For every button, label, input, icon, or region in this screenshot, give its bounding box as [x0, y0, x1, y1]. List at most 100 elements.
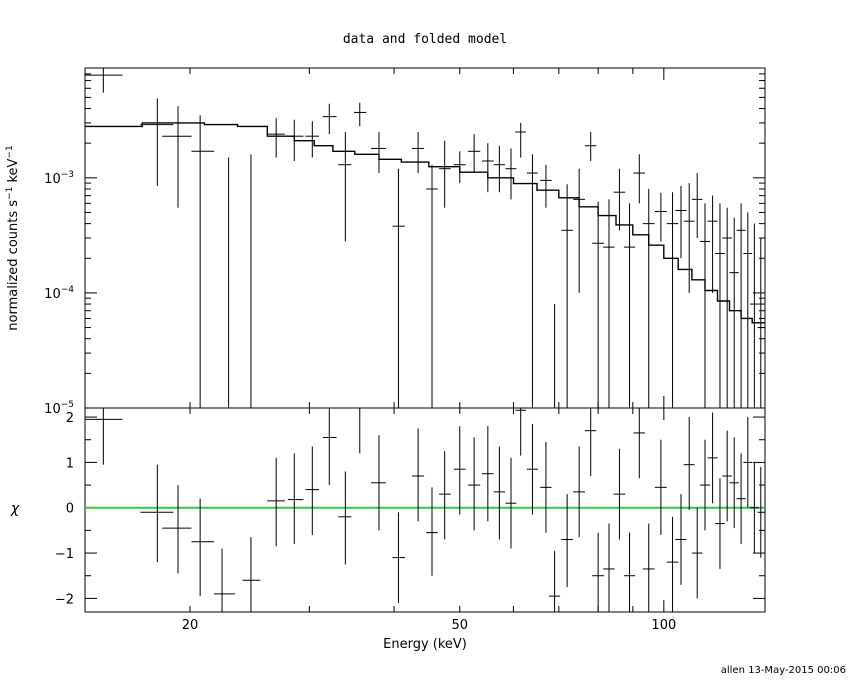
x-tick-label: 50 — [452, 618, 469, 633]
data-point — [736, 203, 746, 408]
residual-point — [371, 435, 386, 531]
residual-point — [288, 453, 304, 544]
residual-point — [392, 512, 405, 603]
residual-point — [162, 485, 192, 574]
spectrum-y-tick-labels: 10−3 10−4 10−5 — [44, 170, 74, 417]
data-point — [191, 115, 215, 408]
residual-point — [666, 516, 679, 612]
data-point — [305, 121, 320, 158]
data-point — [338, 132, 352, 242]
residual-point — [305, 446, 320, 535]
residual-point — [584, 408, 597, 476]
x-tick-labels: 20 50 100 — [182, 618, 677, 633]
data-point — [642, 188, 655, 408]
data-point — [561, 184, 573, 408]
x-axis-label: Energy (keV) — [383, 637, 467, 652]
data-point — [729, 217, 739, 408]
data-point — [707, 195, 718, 293]
y-tick-label: 10−5 — [44, 400, 74, 417]
residual-point — [411, 428, 425, 522]
data-point — [481, 143, 494, 193]
residual-point — [267, 457, 285, 547]
residual-point — [353, 407, 367, 454]
residual-point — [505, 457, 517, 549]
y-axis-label-spectrum: normalized counts s−1 keV−1 — [5, 145, 21, 330]
x-tick-label: 20 — [182, 618, 199, 633]
data-point — [699, 203, 711, 408]
y-tick-label: 10−4 — [44, 285, 74, 302]
data-point — [623, 203, 636, 408]
x-tick-label: 100 — [651, 618, 676, 633]
residual-y-tick-labels: 2 1 0 −1 −2 — [55, 411, 74, 607]
residual-point — [750, 462, 759, 554]
residual-point — [757, 466, 765, 558]
data-point — [603, 199, 615, 408]
data-point — [573, 168, 585, 293]
y-tick-label: 10−3 — [44, 170, 74, 187]
footer-timestamp: allen 13-May-2015 00:06 — [721, 665, 846, 676]
residual-point — [592, 532, 604, 612]
data-point — [691, 173, 703, 238]
data-point — [540, 164, 552, 208]
residual-point — [540, 442, 552, 533]
residual-point — [322, 408, 337, 486]
residual-point — [675, 494, 687, 585]
data-point — [322, 103, 337, 135]
data-point — [371, 132, 386, 174]
residual-point — [603, 523, 615, 612]
residual-point — [715, 478, 725, 569]
residual-point — [699, 439, 711, 531]
residual-point — [140, 464, 174, 563]
y-tick-label: 0 — [66, 502, 74, 517]
residual-data-points — [85, 407, 765, 612]
residual-point — [729, 437, 739, 529]
y-tick-label: −2 — [55, 592, 74, 607]
residual-point — [526, 423, 538, 515]
data-point — [750, 223, 759, 408]
residual-point — [338, 471, 352, 565]
data-point — [715, 203, 725, 408]
residual-point — [191, 498, 215, 597]
data-point — [267, 118, 285, 158]
data-point — [613, 168, 626, 231]
residual-point — [467, 437, 481, 531]
data-point — [505, 148, 517, 200]
folded-model-line — [85, 122, 765, 324]
residual-point — [743, 417, 753, 508]
residual-point — [426, 487, 438, 576]
spectrum-frame — [84, 67, 766, 409]
spectrum-panel: 10−3 10−4 10−5 — [44, 67, 766, 417]
data-point — [467, 134, 481, 174]
data-point — [666, 192, 679, 408]
data-point — [515, 122, 526, 158]
data-point — [439, 140, 451, 208]
residual-point — [214, 548, 235, 612]
residual-point — [642, 523, 655, 612]
data-point — [411, 132, 425, 174]
residual-point — [453, 426, 466, 515]
residual-point — [654, 439, 667, 535]
residual-point — [548, 550, 561, 612]
data-point — [526, 154, 538, 408]
data-point — [392, 168, 405, 408]
y-tick-label: −1 — [55, 547, 74, 562]
data-point — [493, 145, 505, 193]
spectrum-data-points — [85, 68, 765, 409]
y-tick-label: 2 — [66, 411, 74, 426]
residual-point — [481, 426, 494, 522]
chart-title: data and folded model — [343, 32, 507, 47]
data-point — [683, 183, 695, 293]
residual-point — [85, 408, 123, 465]
residual-point — [573, 446, 585, 538]
y-tick-label: 1 — [66, 456, 74, 471]
residual-point — [439, 451, 451, 540]
data-point — [162, 106, 192, 208]
data-point — [426, 164, 438, 408]
data-point — [654, 192, 667, 242]
residual-point — [515, 408, 526, 456]
residual-point — [242, 537, 261, 612]
data-point — [722, 207, 732, 408]
data-point — [592, 201, 604, 408]
y-axis-label-residual: χ — [10, 501, 20, 517]
